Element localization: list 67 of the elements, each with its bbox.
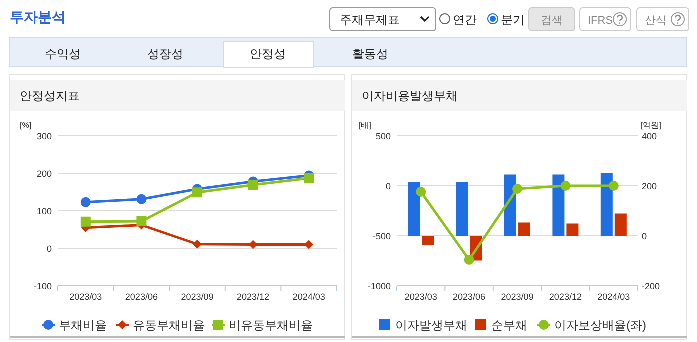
y-tick-label: 0 <box>46 244 52 254</box>
chart-title: 안정성지표 <box>20 89 80 103</box>
point <box>136 194 147 204</box>
text: 분기 <box>501 13 525 27</box>
legend-label: 순부채 <box>492 318 528 332</box>
legend-label: 부채비율 <box>59 318 107 332</box>
y-axis-title: [배] <box>359 121 372 130</box>
point <box>304 240 314 250</box>
bar <box>566 224 579 236</box>
point <box>304 173 314 184</box>
text: 성장성 <box>148 47 184 61</box>
chart-title: 이자비용발생부채 <box>362 89 458 103</box>
y-tick-label: 200 <box>36 169 52 179</box>
y-tick-label: 500 <box>376 132 391 142</box>
point <box>248 180 258 190</box>
text: 산식 <box>645 15 667 27</box>
y-tick-label: -1000 <box>368 282 391 292</box>
x-tick-label: 2023/06 <box>453 292 486 302</box>
y-tick-label: 0 <box>386 182 391 192</box>
x-tick-label: 2023/12 <box>237 292 270 302</box>
y2-axis-title: [억원] <box>641 121 662 130</box>
bar <box>614 214 627 236</box>
point <box>512 184 522 194</box>
point <box>464 255 474 265</box>
x-tick-label: 2023/03 <box>70 292 102 302</box>
text: 연간 <box>453 13 477 27</box>
point <box>193 240 202 249</box>
x-tick-label: 2023/09 <box>501 292 534 302</box>
y2-tick-label: -200 <box>642 282 660 292</box>
x-tick-label: 2023/03 <box>404 292 438 302</box>
legend-label: 유동부채비율 <box>133 318 205 332</box>
y-tick-label: -100 <box>34 282 52 292</box>
y2-tick-label: 400 <box>642 132 658 142</box>
text: 주재무제표 <box>340 13 400 27</box>
legend-label: 비유동부채비율 <box>229 318 313 332</box>
text: 투자분석 <box>10 9 66 25</box>
point <box>80 197 91 208</box>
legend-label: 이자발생부채 <box>396 318 468 332</box>
point <box>136 216 147 226</box>
text: 활동성 <box>352 47 388 61</box>
text: 안정성 <box>250 47 286 61</box>
x-tick-label: 2023/06 <box>125 292 158 302</box>
point <box>416 187 426 197</box>
x-tick-label: 2024/03 <box>598 292 630 302</box>
bar <box>408 182 420 236</box>
x-tick-label: 2023/12 <box>549 292 582 302</box>
point <box>608 181 619 191</box>
y-tick-label: 100 <box>36 206 52 216</box>
x-tick-label: 2023/09 <box>181 292 214 302</box>
bar <box>456 182 468 236</box>
point <box>192 188 202 198</box>
y-tick-label: 300 <box>36 132 52 142</box>
x-tick-label: 2024/03 <box>292 292 326 302</box>
y-tick-label: -500 <box>372 232 391 242</box>
y2-tick-label: 0 <box>642 232 648 242</box>
y-axis-title: [%] <box>20 121 32 130</box>
bar <box>518 222 530 236</box>
bar <box>600 173 613 236</box>
y2-tick-label: 200 <box>642 182 658 192</box>
point <box>560 181 571 191</box>
text: IFRS <box>588 15 614 27</box>
legend-label: 이자보상배율(좌) <box>554 318 646 332</box>
text: 검색 <box>541 15 563 27</box>
bar <box>422 236 434 246</box>
point <box>80 216 91 227</box>
bar <box>552 174 565 236</box>
text: 수익성 <box>45 47 81 61</box>
